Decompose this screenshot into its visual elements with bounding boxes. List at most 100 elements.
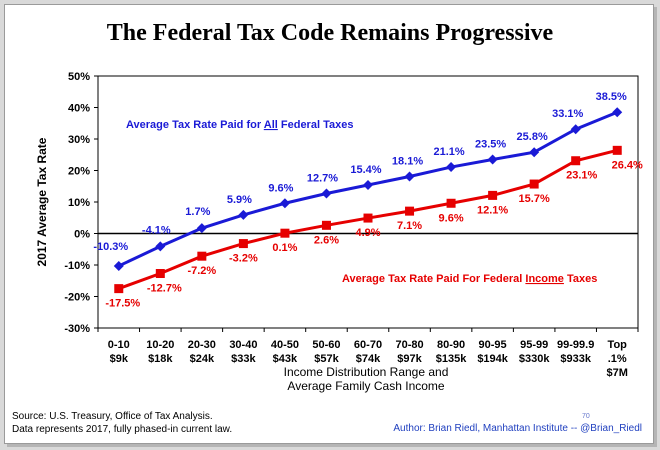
author-credit: Author: Brian Riedl, Manhattan Institute… bbox=[393, 423, 642, 434]
data-point bbox=[155, 269, 165, 279]
data-point bbox=[529, 179, 539, 189]
data-label: -17.5% bbox=[105, 298, 140, 310]
y-tick-label: 30% bbox=[68, 134, 90, 146]
x-tick-label: $97k bbox=[397, 353, 422, 365]
data-label: 2.6% bbox=[314, 234, 339, 246]
source-line-2: Data represents 2017, fully phased-in cu… bbox=[12, 424, 233, 435]
x-tick-label: 70-80 bbox=[395, 339, 423, 351]
x-tick-label: $24k bbox=[190, 353, 215, 365]
data-point bbox=[363, 213, 373, 223]
data-point bbox=[279, 198, 290, 209]
x-tick-label: $33k bbox=[231, 353, 256, 365]
page-number: 70 bbox=[582, 413, 590, 420]
data-label: 15.4% bbox=[350, 164, 381, 176]
source-line-1: Source: U.S. Treasury, Office of Tax Ana… bbox=[12, 411, 213, 422]
data-label: 5.9% bbox=[227, 194, 252, 206]
data-label: 15.7% bbox=[519, 193, 550, 205]
data-label: 7.1% bbox=[397, 220, 422, 232]
data-point bbox=[113, 260, 124, 271]
data-point bbox=[238, 209, 249, 220]
data-point bbox=[321, 188, 332, 199]
data-point bbox=[405, 206, 415, 216]
x-tick-label: 60-70 bbox=[354, 339, 382, 351]
x-tick-label: .1% bbox=[608, 353, 627, 365]
x-axis-label-line-2: Average Family Cash Income bbox=[287, 379, 445, 393]
x-tick-label: $933k bbox=[560, 353, 591, 365]
data-label: 12.1% bbox=[477, 204, 508, 216]
x-tick-label: $74k bbox=[356, 353, 381, 365]
y-tick-label: 10% bbox=[68, 197, 90, 209]
y-tick-label: 0% bbox=[74, 229, 90, 241]
data-point bbox=[446, 162, 457, 173]
x-tick-label: $194k bbox=[477, 353, 508, 365]
x-axis-label-line-1: Income Distribution Range and bbox=[284, 365, 449, 379]
x-tick-label: $135k bbox=[436, 353, 467, 365]
y-tick-label: -10% bbox=[64, 260, 90, 272]
data-point bbox=[197, 251, 207, 261]
data-label: 0.1% bbox=[272, 242, 297, 254]
data-label: -10.3% bbox=[93, 241, 128, 253]
data-point bbox=[155, 241, 166, 252]
x-tick-label: 20-30 bbox=[188, 339, 216, 351]
x-tick-label: $57k bbox=[314, 353, 339, 365]
data-label: 9.6% bbox=[439, 212, 464, 224]
data-label: 33.1% bbox=[552, 108, 583, 120]
data-label: 26.4% bbox=[612, 159, 643, 171]
y-tick-label: 50% bbox=[68, 71, 90, 83]
y-tick-label: 20% bbox=[68, 166, 90, 178]
data-label: -7.2% bbox=[187, 265, 216, 277]
data-label: 23.5% bbox=[475, 138, 506, 150]
y-tick-label: 40% bbox=[68, 103, 90, 115]
chart-title: The Federal Tax Code Remains Progressive bbox=[106, 20, 554, 46]
y-tick-label: -20% bbox=[64, 292, 90, 304]
data-point bbox=[196, 223, 207, 234]
x-tick-label: 40-50 bbox=[271, 339, 299, 351]
data-point bbox=[114, 284, 124, 294]
data-point bbox=[363, 179, 373, 190]
data-label: -12.7% bbox=[147, 283, 182, 295]
data-point bbox=[280, 228, 290, 238]
data-point bbox=[404, 171, 415, 182]
data-label: 9.6% bbox=[268, 182, 293, 194]
x-tick-label: $7M bbox=[607, 367, 628, 379]
x-tick-label: 95-99 bbox=[520, 339, 548, 351]
x-tick-label: 10-20 bbox=[146, 339, 174, 351]
x-tick-label: $9k bbox=[110, 353, 129, 365]
data-label: 21.1% bbox=[433, 146, 464, 158]
data-label: 38.5% bbox=[596, 91, 627, 103]
data-point bbox=[488, 190, 498, 200]
y-tick-label: -30% bbox=[64, 323, 90, 335]
data-point bbox=[238, 239, 248, 249]
x-tick-label: $18k bbox=[148, 353, 173, 365]
legend-income-taxes: Average Tax Rate Paid For Federal Income… bbox=[342, 273, 597, 285]
x-tick-label: $43k bbox=[273, 353, 298, 365]
data-label: 23.1% bbox=[566, 170, 597, 182]
data-label: 18.1% bbox=[392, 155, 423, 167]
x-tick-label: Top bbox=[608, 339, 628, 351]
y-axis-label: 2017 Average Tax Rate bbox=[35, 137, 49, 266]
x-tick-label: 99-99.9 bbox=[557, 339, 594, 351]
data-point bbox=[487, 154, 498, 165]
x-tick-label: 0-10 bbox=[108, 339, 130, 351]
data-label: 12.7% bbox=[307, 172, 338, 184]
data-label: 25.8% bbox=[517, 131, 548, 143]
source-note: Source: U.S. Treasury, Office of Tax Ana… bbox=[12, 410, 232, 436]
x-tick-label: $330k bbox=[519, 353, 550, 365]
data-point bbox=[321, 220, 331, 230]
data-label: -4.1% bbox=[142, 224, 171, 236]
x-tick-label: 80-90 bbox=[437, 339, 465, 351]
data-label: -3.2% bbox=[229, 253, 258, 265]
data-point bbox=[446, 198, 456, 208]
data-label: 1.7% bbox=[185, 206, 210, 218]
legend-all-taxes: Average Tax Rate Paid for All Federal Ta… bbox=[126, 119, 353, 131]
x-tick-label: 30-40 bbox=[229, 339, 257, 351]
data-label: 4.9% bbox=[355, 227, 380, 239]
data-point bbox=[612, 107, 623, 118]
data-point bbox=[612, 145, 622, 155]
data-point bbox=[571, 156, 581, 166]
x-tick-label: 50-60 bbox=[312, 339, 340, 351]
x-tick-label: 90-95 bbox=[479, 339, 507, 351]
data-point bbox=[570, 124, 581, 135]
data-point bbox=[529, 147, 540, 158]
